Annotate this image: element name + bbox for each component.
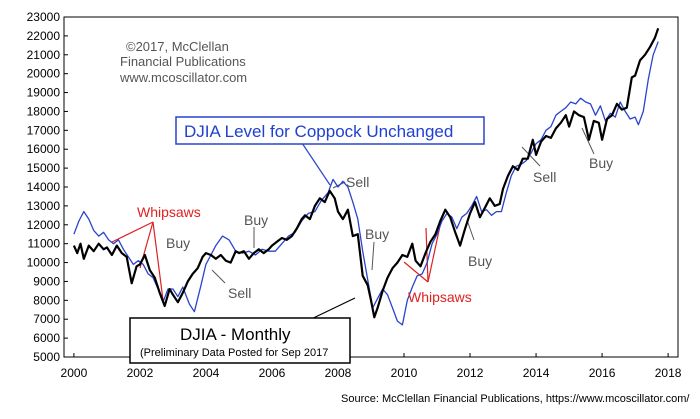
buy-label-2005: Buy [244,212,268,228]
buy-label-2003: Buy [166,235,190,251]
black-subtitle: (Preliminary Data Posted for Sep 2017 [140,347,328,359]
y-tick-label: 6000 [33,331,60,345]
y-axis: 5000 6000 7000 8000 9000 10000 11000 12000 13000… [27,10,68,364]
buy-pointer-2012 [466,219,475,241]
y-tick-label: 23000 [27,10,61,24]
y-tick-label: 9000 [33,274,60,288]
sell-label-2008: Sell [346,174,369,190]
credit-line-1: ©2017, McClellan [126,39,229,54]
djia-monthly-line [72,27,660,319]
x-tick-label: 2014 [523,366,550,380]
y-tick-label: 13000 [27,199,61,213]
x-tick-label: 2000 [61,366,88,380]
whipsaws-label-right: Whipsaws [408,289,472,305]
credit-line-2: Financial Publications [120,54,246,69]
whipsaws-right-line-c [427,225,441,283]
blue-title: DJIA Level for Coppock Unchanged [184,122,453,141]
black-title-box [129,317,351,364]
x-tick-label: 2016 [589,366,616,380]
y-tick-label: 20000 [27,67,61,81]
y-tick-label: 11000 [28,237,61,251]
credit-line-3: www.mcoscillator.com [119,70,247,85]
sell-pointer-2004 [211,269,226,284]
blue-title-pointer [299,139,331,186]
y-tick-label: 21000 [27,48,61,62]
whipsaws-label-left: Whipsaws [137,204,201,220]
y-tick-label: 12000 [27,218,61,232]
y-tick-label: 7000 [33,312,60,326]
x-tick-label: 2004 [193,366,220,380]
x-axis: 2000 2002 2004 2006 2008 2010 2012 2014 2016 2018 [61,353,682,380]
buy-label-2016: Buy [589,155,613,171]
buy-label-2009: Buy [365,226,389,242]
y-tick-label: 18000 [27,104,61,118]
whipsaws-left-line-a [111,221,154,243]
sell-label-2015: Sell [533,169,556,185]
y-tick-label: 15000 [27,161,61,175]
black-title: DJIA - Monthly [180,325,291,344]
y-tick-label: 16000 [27,142,61,156]
buy-pointer-2009 [371,241,375,271]
x-tick-label: 2018 [655,366,682,380]
x-tick-label: 2008 [325,366,352,380]
buy-label-2012: Buy [468,253,492,269]
y-tick-label: 5000 [33,350,60,364]
whipsaws-right-line-a [403,261,429,283]
y-tick-label: 10000 [27,256,61,270]
y-tick-label: 17000 [27,123,61,137]
x-tick-label: 2010 [391,366,418,380]
x-tick-label: 2012 [457,366,484,380]
y-tick-label: 22000 [27,29,61,43]
source-note: Source: McClellan Financial Publications… [341,393,690,405]
whipsaws-right-line-b [425,227,429,283]
x-tick-label: 2006 [259,366,286,380]
sell-pointer-2015 [521,146,541,167]
sell-label-2004: Sell [228,285,251,301]
y-tick-label: 19000 [27,86,61,100]
series-layer [72,27,660,326]
x-tick-label: 2002 [127,366,154,380]
blue-title-box [175,116,485,145]
y-tick-label: 14000 [27,180,61,194]
whipsaws-left-line-b [152,221,164,301]
annotation-lines [111,127,595,323]
y-tick-label: 8000 [33,293,60,307]
buy-pointer-2016 [581,127,595,155]
